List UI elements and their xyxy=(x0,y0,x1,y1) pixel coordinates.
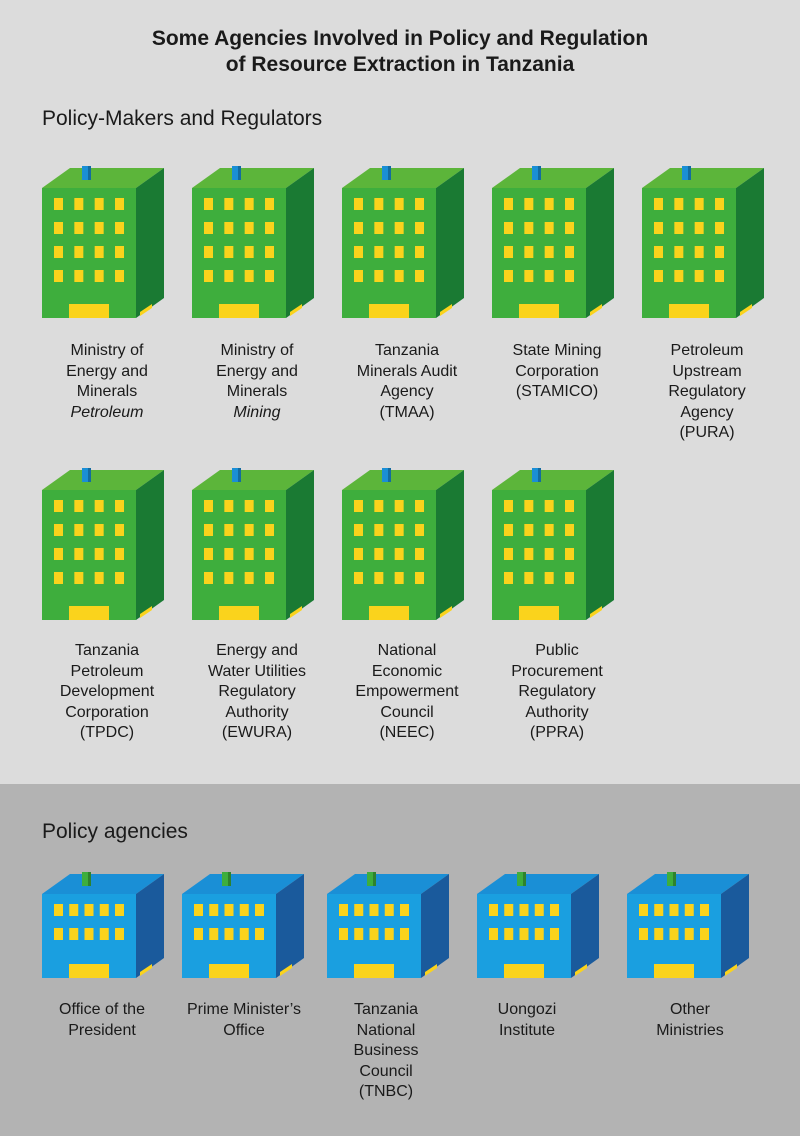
agency-label-line: Minerals xyxy=(76,383,138,400)
agency-label-subtitle: Mining xyxy=(233,403,281,421)
agency-label-line: National xyxy=(377,642,437,659)
agency-label: Uongozi Institute xyxy=(457,1000,597,1041)
agency-label: Petroleum Upstream Regulatory Agency (PURA) xyxy=(637,341,777,444)
agency-label-line: Tanzania xyxy=(74,642,140,659)
agency-label: Office of the President xyxy=(32,1000,172,1041)
agency-label: Ministry of Energy and Minerals Mining xyxy=(187,341,327,423)
agency-label-line: Procurement xyxy=(511,662,603,680)
office-building-icon xyxy=(182,872,304,978)
agency-label: Energy and Water Utilities Regulatory Autho… xyxy=(187,641,327,744)
agency-label-line: Tanzania xyxy=(374,342,440,359)
agency-label-line: Office xyxy=(223,1021,265,1039)
agency-label-line: (TMAA) xyxy=(379,403,435,421)
infographic-title: Some Agencies Involved in Policy and Reg… xyxy=(0,26,800,78)
agency-label: Tanzania National Business Council (TNBC) xyxy=(316,1000,456,1103)
agency-label-line: (PPRA) xyxy=(529,724,585,741)
agency-label-line: Uongozi xyxy=(497,1001,557,1018)
agency-label-line: Ministries xyxy=(656,1021,724,1039)
agency-label-line: Corporation xyxy=(65,703,149,721)
agency-label-line: State Mining xyxy=(512,342,602,359)
agency-label-line: Office of the xyxy=(59,1001,145,1018)
office-building-icon xyxy=(492,468,614,620)
office-building-icon xyxy=(192,468,314,620)
agency-label-line: Other xyxy=(669,1001,710,1018)
agency-label-line: Petroleum xyxy=(70,662,144,680)
agency-label-line: Business xyxy=(353,1042,419,1059)
agency-label-line: Energy and xyxy=(66,362,148,380)
agency-label-line: President xyxy=(68,1021,136,1039)
title-line-2: of Resource Extraction in Tanzania xyxy=(225,53,575,76)
agency-label-line: Agency xyxy=(680,403,734,421)
agency-label-line: Ministry of xyxy=(70,342,144,359)
agency-label-subtitle: Petroleum xyxy=(70,403,144,421)
agency-label-line: Minerals xyxy=(226,383,288,400)
agency-label-line: (TNBC) xyxy=(358,1083,414,1100)
agency-label-line: Institute xyxy=(498,1021,556,1039)
office-building-icon xyxy=(342,166,464,318)
agency-label-line: Tanzania xyxy=(353,1001,419,1018)
agency-label-line: Development xyxy=(59,683,155,700)
office-building-icon xyxy=(327,872,449,978)
agency-label-line: Upstream xyxy=(672,362,742,380)
agency-label-line: Agency xyxy=(380,383,434,400)
agency-label: Other Ministries xyxy=(620,1000,760,1041)
office-building-icon xyxy=(42,166,164,318)
office-building-icon xyxy=(42,872,164,978)
regulators-heading: Policy-Makers and Regulators xyxy=(42,107,323,130)
agency-label-line: Council xyxy=(359,1062,413,1080)
agency-label-line: Corporation xyxy=(515,362,599,380)
office-building-icon xyxy=(192,166,314,318)
agency-label-line: Economic xyxy=(371,662,443,680)
title-line-1: Some Agencies Involved in Policy and Reg… xyxy=(151,27,649,50)
agency-label-line: (TPDC) xyxy=(79,724,135,741)
agency-label: Public Procurement Regulatory Authority (PPR… xyxy=(487,641,627,744)
office-building-icon xyxy=(477,872,599,978)
agency-label-line: Prime Minister’s xyxy=(186,1001,302,1018)
regulators-section xyxy=(0,0,800,784)
agency-label-line: Energy and xyxy=(216,642,298,659)
agency-label-line: Regulatory xyxy=(218,683,296,700)
agency-label-line: Water Utilities xyxy=(207,662,307,680)
office-building-icon xyxy=(492,166,614,318)
agency-label-line: National xyxy=(356,1021,416,1039)
agency-label: Ministry of Energy and Minerals Petroleum xyxy=(37,341,177,423)
agency-label-line: Empowerment xyxy=(355,683,459,700)
agency-label: National Economic Empowerment Council (NEEC) xyxy=(337,641,477,744)
agency-label-line: Regulatory xyxy=(668,383,746,400)
agency-label-line: (EWURA) xyxy=(221,724,293,741)
agency-label-line: Authority xyxy=(525,703,589,721)
agency-label: Tanzania Minerals Audit Agency (TMAA) xyxy=(337,341,477,423)
agency-label-line: (NEEC) xyxy=(379,724,435,741)
agency-label-line: (PURA) xyxy=(679,424,735,441)
agency-label-line: Public xyxy=(535,642,579,659)
office-building-icon xyxy=(627,872,749,978)
office-building-icon xyxy=(342,468,464,620)
agency-label-line: (STAMICO) xyxy=(515,383,599,400)
policy-agencies-heading: Policy agencies xyxy=(42,820,188,843)
agency-label-line: Petroleum xyxy=(670,342,744,359)
agency-label: State Mining Corporation (STAMICO) xyxy=(487,341,627,403)
office-building-icon xyxy=(642,166,764,318)
office-building-icon xyxy=(42,468,164,620)
agency-label-line: Regulatory xyxy=(518,683,596,700)
agency-label-line: Authority xyxy=(225,703,289,721)
agency-label-line: Ministry of xyxy=(220,342,294,359)
agency-label-line: Council xyxy=(380,703,434,721)
agency-label-line: Minerals Audit xyxy=(356,362,458,380)
agency-label: Prime Minister’s Office xyxy=(174,1000,314,1041)
agency-label-line: Energy and xyxy=(216,362,298,380)
agency-label: Tanzania Petroleum Development Corporation (… xyxy=(37,641,177,744)
